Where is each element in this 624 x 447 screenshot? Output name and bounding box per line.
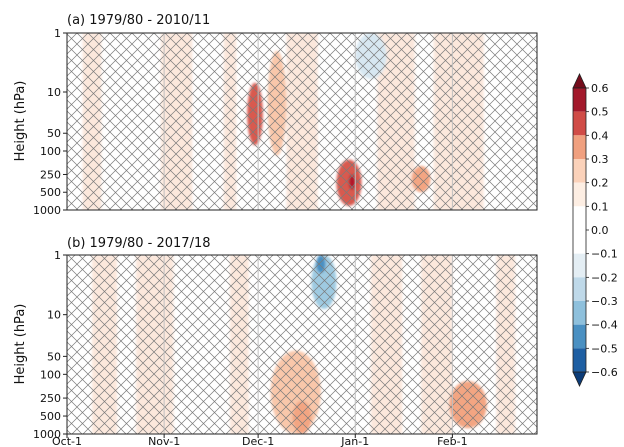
x-tick-label: Jan-1: [340, 435, 369, 447]
panel-a-hatching: [67, 33, 537, 210]
y-tick-label: 500: [40, 186, 61, 199]
colorbar-tick-label: 0.2: [591, 177, 609, 190]
panel-b-x-ticks: Oct-1 Nov-1 Dec-1 Jan-1 Feb-1: [52, 434, 468, 447]
y-tick-label: 500: [40, 410, 61, 423]
colorbar-swatch: [573, 159, 586, 183]
colorbar-tick-label: 0.6: [591, 82, 609, 95]
colorbar-swatch: [573, 230, 586, 254]
colorbar-swatch: [573, 324, 586, 349]
panel-b-month-lines: [163, 255, 453, 434]
colorbar-tick-label: 0.1: [591, 200, 609, 213]
x-tick-label: Feb-1: [437, 435, 467, 447]
panel-b-frame: [66, 254, 538, 435]
colorbar-swatch: [573, 301, 586, 325]
colorbar-swatch: [573, 253, 586, 278]
y-tick-label: 50: [47, 350, 61, 363]
y-tick-label: 100: [40, 145, 61, 158]
colorbar-tick-label: 0.3: [591, 153, 609, 166]
colorbar-swatch: [573, 348, 586, 372]
colorbar-tick-label: 0.4: [591, 129, 609, 142]
panel-b-plot-area: [67, 255, 537, 434]
colorbar-tick-label: −0.6: [591, 366, 618, 379]
colorbar-extend-min: [572, 371, 587, 387]
y-tick-label: 1: [54, 249, 61, 262]
x-tick-label: Dec-1: [242, 435, 274, 447]
colorbar-swatch: [573, 206, 586, 230]
panel-a-y-ticks: 1 10 50 100 250 500 1000: [33, 27, 67, 217]
y-tick-label: 50: [47, 127, 61, 140]
colorbar-tick-label: 0.0: [591, 224, 609, 237]
y-tick-label: 1: [54, 27, 61, 40]
panel-a-frame: [66, 32, 538, 211]
panel-a-title: (a) 1979/80 - 2010/11: [67, 13, 210, 28]
colorbar-swatch: [573, 135, 586, 159]
colorbar-tick-label: −0.3: [591, 295, 618, 308]
y-tick-label: 10: [47, 309, 61, 322]
x-tick-label: Nov-1: [148, 435, 180, 447]
panel-a-ylabel: Height (hPa): [13, 81, 28, 162]
y-tick-label: 100: [40, 368, 61, 381]
colorbar-tick-label: −0.1: [591, 248, 618, 261]
panel-a-plot-area: [67, 33, 537, 210]
y-tick-label: 250: [40, 392, 61, 405]
colorbar-swatch: [573, 182, 586, 207]
panel-b-ylabel: Height (hPa): [13, 304, 28, 385]
y-tick-label: 1000: [33, 428, 61, 441]
panel-b-title: (b) 1979/80 - 2017/18: [67, 236, 211, 251]
colorbar-swatch: [573, 88, 586, 112]
colorbar-tick-label: −0.5: [591, 342, 618, 355]
colorbar-tick-label: −0.4: [591, 319, 618, 332]
colorbar: 0.6 0.5 0.4 0.3 0.2 0.1 0.0 −0.1 −0.2 −0.3 −0.4 −0.…: [572, 73, 618, 387]
x-tick-label: Oct-1: [52, 435, 82, 447]
panel-a-month-lines: [163, 33, 453, 210]
colorbar-tick-label: 0.5: [591, 106, 609, 119]
y-tick-label: 250: [40, 168, 61, 181]
y-tick-label: 1000: [33, 204, 61, 217]
y-tick-label: 10: [47, 86, 61, 99]
panel-b-y-ticks: 1 10 50 100 250 500 1000: [33, 249, 67, 441]
panel-a: (a) 1979/80 - 2010/11 Height (hPa) 1 10 50…: [13, 13, 538, 217]
panel-b: (b) 1979/80 - 2017/18 Height (hPa) 1 10 50…: [13, 236, 538, 447]
colorbar-extend-max: [572, 73, 587, 89]
colorbar-tick-label: −0.2: [591, 271, 618, 284]
colorbar-swatch: [573, 111, 586, 136]
colorbar-swatch: [573, 277, 586, 301]
panel-b-hatching: [67, 255, 537, 434]
